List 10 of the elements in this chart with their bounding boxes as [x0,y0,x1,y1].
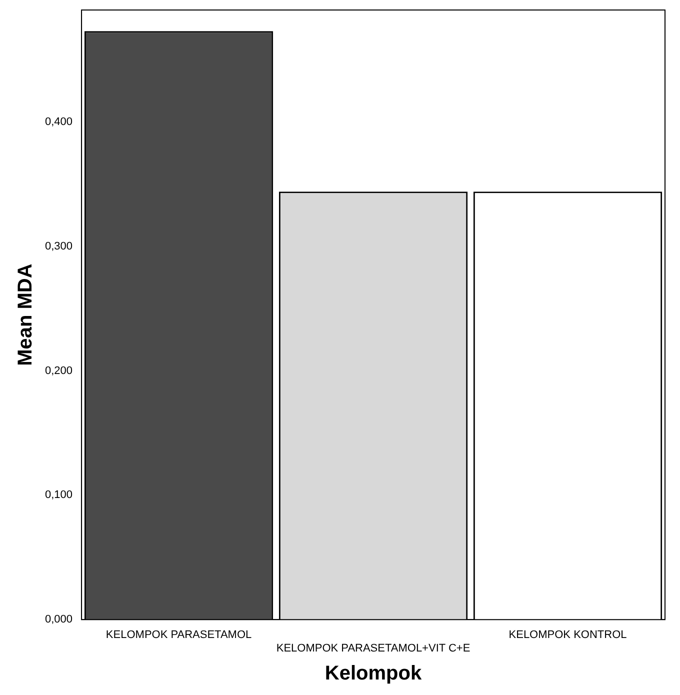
y-tick-label: 0,200 [44,364,73,377]
y-tick-label: 0,300 [44,240,73,252]
y-tick-label: 0,400 [44,116,73,128]
x-tick-label: KELOMPOK KONTROL [508,629,627,642]
y-tick-label: 0,100 [44,489,73,502]
x-axis-title: Kelompok [324,662,422,685]
x-tick-label: KELOMPOK PARASETAMOL+VIT C+E [276,642,470,654]
x-tick-label: KELOMPOK PARASETAMOL [106,629,252,642]
y-axis-title: Mean MDA [14,264,37,366]
y-tick-label: 0,000 [44,614,73,626]
